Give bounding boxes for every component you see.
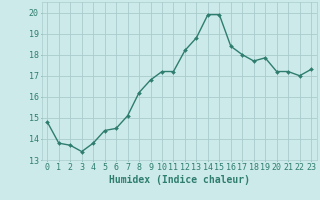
X-axis label: Humidex (Indice chaleur): Humidex (Indice chaleur) (109, 175, 250, 185)
